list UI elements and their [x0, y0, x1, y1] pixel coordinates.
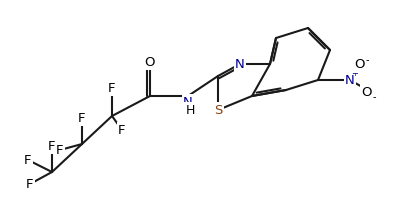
- Text: O: O: [354, 59, 365, 71]
- Text: F: F: [24, 153, 32, 166]
- Text: N: N: [183, 95, 192, 109]
- Text: O: O: [145, 55, 155, 69]
- Text: F: F: [108, 82, 115, 94]
- Text: N: N: [234, 58, 244, 71]
- Text: +: +: [351, 70, 358, 79]
- Text: F: F: [26, 177, 34, 191]
- Text: S: S: [213, 103, 222, 116]
- Text: -: -: [364, 55, 368, 65]
- Text: -: -: [371, 92, 375, 102]
- Text: H: H: [185, 103, 194, 116]
- Text: O: O: [361, 85, 371, 99]
- Text: F: F: [118, 123, 126, 136]
- Text: F: F: [56, 143, 64, 156]
- Text: F: F: [78, 112, 85, 124]
- Text: N: N: [344, 73, 354, 86]
- Text: F: F: [48, 140, 55, 153]
